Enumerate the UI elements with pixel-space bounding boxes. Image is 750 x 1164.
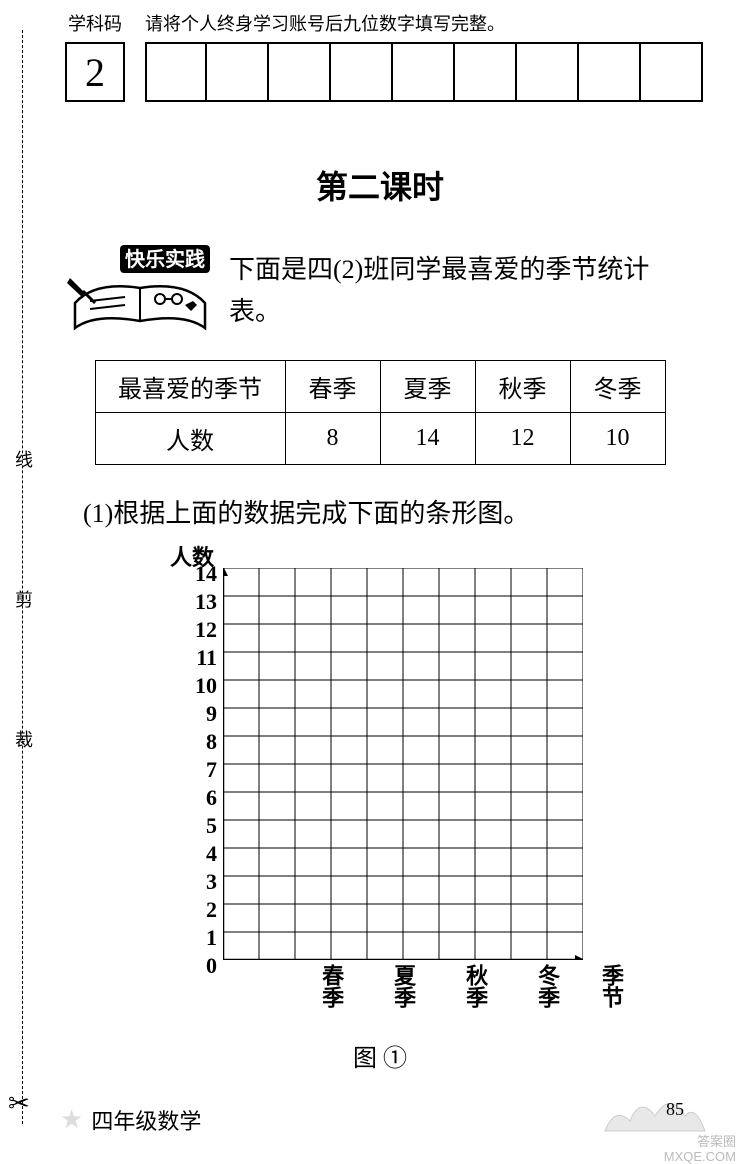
account-digit-box[interactable] [145, 42, 207, 102]
bar-chart: 人数 14 13 12 11 10 9 8 7 6 5 4 3 2 1 0 春季… [165, 550, 595, 1020]
cut-line [22, 30, 23, 1124]
chart-grid [223, 568, 583, 960]
scissors-icon: ✂ [8, 1089, 30, 1119]
footer-decoration: 85 [600, 1086, 710, 1136]
account-number-boxes [145, 42, 703, 102]
watermark-line: 答案圈 [664, 1135, 736, 1149]
y-tick: 1 [206, 924, 217, 952]
cut-line-label: 线 [10, 450, 36, 468]
account-digit-box[interactable] [579, 42, 641, 102]
table-row: 人数 8 14 12 10 [95, 413, 665, 465]
y-tick: 8 [206, 728, 217, 756]
x-axis-title: 季节 [599, 964, 623, 1008]
cut-line-label: 剪 [10, 590, 36, 608]
account-digit-box[interactable] [207, 42, 269, 102]
table-header-cell: 春季 [285, 361, 380, 413]
account-digit-box[interactable] [331, 42, 393, 102]
watermark: 答案圈 MXQE.COM [664, 1135, 736, 1164]
intro-text: 下面是四(2)班同学最喜爱的季节统计表。 [229, 249, 695, 332]
x-tick: 春季 [319, 964, 343, 1008]
practice-book-icon: 快乐实践 [65, 243, 215, 338]
y-tick: 12 [195, 616, 217, 644]
subject-code-label: 学科码 [65, 10, 125, 36]
header-row: 学科码 2 请将个人终身学习账号后九位数字填写完整。 [65, 10, 695, 102]
y-tick: 5 [206, 812, 217, 840]
x-tick: 秋季 [463, 964, 487, 1008]
table-cell: 人数 [95, 413, 285, 465]
question-text: (1)根据上面的数据完成下面的条形图。 [83, 493, 695, 530]
y-tick: 10 [195, 672, 217, 700]
table-cell: 10 [570, 413, 665, 465]
star-icon: ★ [60, 1105, 83, 1135]
x-tick: 冬季 [535, 964, 559, 1008]
subject-code-value: 2 [85, 49, 105, 96]
y-tick: 0 [206, 952, 217, 980]
lesson-title: 第二课时 [65, 162, 695, 208]
y-tick: 3 [206, 868, 217, 896]
y-tick: 6 [206, 784, 217, 812]
page-footer: ★ 四年级数学 85 [60, 1086, 710, 1136]
account-digit-box[interactable] [455, 42, 517, 102]
table-header-cell: 夏季 [380, 361, 475, 413]
figure-label: 图 ① [65, 1038, 695, 1073]
table-header-cell: 冬季 [570, 361, 665, 413]
x-tick: 夏季 [391, 964, 415, 1008]
table-cell: 8 [285, 413, 380, 465]
y-tick: 7 [206, 756, 217, 784]
footer-grade: 四年级数学 [91, 1104, 201, 1136]
y-tick: 14 [195, 560, 217, 588]
y-tick: 4 [206, 840, 217, 868]
table-row: 最喜爱的季节 春季 夏季 秋季 冬季 [95, 361, 665, 413]
x-axis-labels: 春季 夏季 秋季 冬季 [223, 964, 583, 1013]
y-tick: 2 [206, 896, 217, 924]
account-digit-box[interactable] [393, 42, 455, 102]
y-tick: 9 [206, 700, 217, 728]
practice-section: 快乐实践 下面是四(2)班同学最喜爱的季节统计表。 [65, 243, 695, 338]
account-digit-box[interactable] [641, 42, 703, 102]
watermark-line: MXQE.COM [664, 1150, 736, 1164]
account-digit-box[interactable] [517, 42, 579, 102]
practice-banner-text: 快乐实践 [125, 247, 205, 271]
y-tick: 11 [196, 644, 217, 672]
table-cell: 12 [475, 413, 570, 465]
subject-code-box: 2 [65, 42, 125, 102]
cut-line-label: 裁 [10, 730, 36, 748]
account-digit-box[interactable] [269, 42, 331, 102]
y-tick: 13 [195, 588, 217, 616]
account-instruction: 请将个人终身学习账号后九位数字填写完整。 [145, 10, 703, 36]
table-header-cell: 最喜爱的季节 [95, 361, 285, 413]
season-data-table: 最喜爱的季节 春季 夏季 秋季 冬季 人数 8 14 12 10 [95, 360, 666, 465]
y-axis-labels: 14 13 12 11 10 9 8 7 6 5 4 3 2 1 0 [165, 560, 217, 980]
page-number: 85 [666, 1099, 684, 1120]
table-header-cell: 秋季 [475, 361, 570, 413]
table-cell: 14 [380, 413, 475, 465]
